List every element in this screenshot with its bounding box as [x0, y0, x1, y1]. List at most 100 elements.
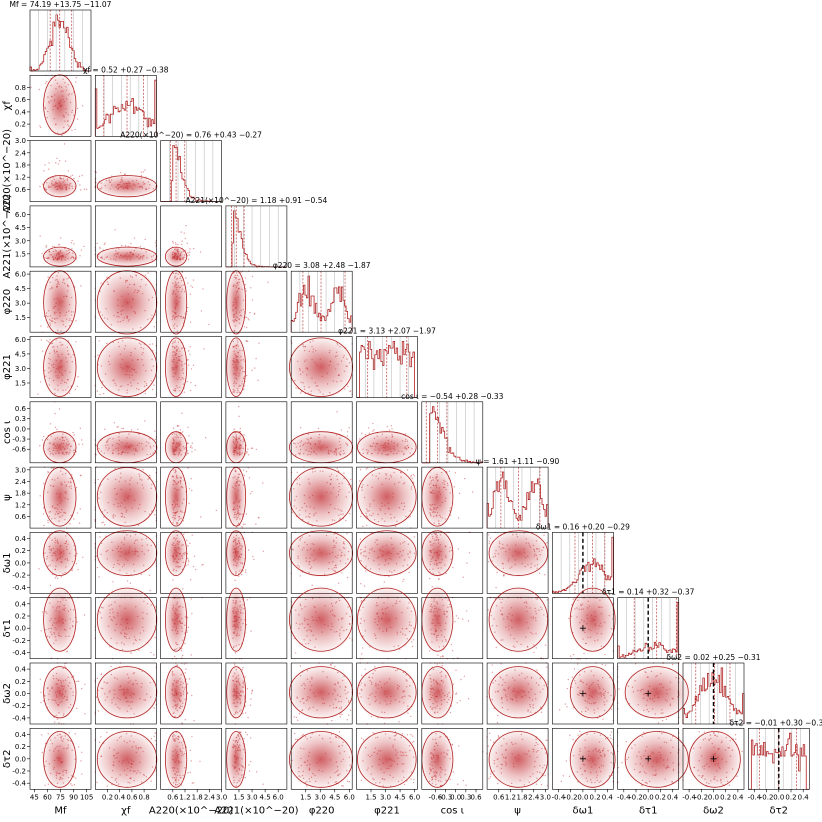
density-core [225, 584, 247, 655]
credible-contour [43, 74, 77, 135]
hist-panel-A220: A220(×10^−20) = 0.76 +0.43 −0.27 [120, 131, 262, 202]
panel-A221-dw2 [225, 662, 288, 725]
density-core [286, 334, 356, 400]
panel-frame [160, 401, 222, 464]
credible-contour [43, 666, 77, 719]
x-tick-label: 3.0 [315, 793, 326, 801]
y-axis-label-dw1: δω1 [2, 552, 13, 573]
y-tick-label: 0.6 [15, 96, 27, 104]
panel-frame [225, 205, 288, 268]
panel-psi-dw1 [486, 528, 551, 594]
y-axis-label-dw2: δω2 [2, 683, 13, 704]
credible-contour [96, 731, 158, 788]
credible-contour [569, 587, 616, 652]
x-axis-label-dt2: δτ2 [770, 805, 789, 816]
x-tick-label: 1.5 [300, 793, 311, 801]
panel-chif-dw2 [94, 662, 160, 725]
x-tick-label: 1.5 [233, 793, 244, 801]
x-tick-label: 0.2 [720, 793, 731, 801]
density-core [486, 528, 551, 578]
hist-panel-dt2: δτ2 = −0.01 +0.30 −0.31-0.4-0.2 0.0 0.2 0.4… [729, 718, 822, 816]
x-tick-label: 0.8 [139, 793, 150, 801]
y-axis-label-cosi: cos ι [2, 420, 13, 444]
x-tick-label: 3.0 [216, 793, 227, 801]
density-core [568, 584, 618, 655]
panel-chif-dt2: 0.2 0.4 0.6 0.8 χf [94, 727, 160, 816]
panel-A221-phi221 [225, 334, 288, 400]
x-tick-label: 0.0 [643, 793, 654, 801]
y-tick-label: 2.4 [15, 478, 27, 486]
y-tick-label: 6.0 [15, 336, 26, 344]
credible-contour [226, 337, 247, 397]
density-core [94, 334, 160, 400]
histogram-line [29, 14, 91, 72]
x-tick-label: 0.3 [460, 793, 471, 801]
panel-phi221-cosi [354, 401, 420, 465]
panel-frame [356, 401, 418, 464]
x-tick-label: 0.2 [590, 793, 601, 801]
panel-frame [486, 662, 549, 725]
panel-frame [95, 75, 157, 137]
density-core [420, 528, 455, 578]
y-axis-label-chif: χf [2, 101, 13, 111]
panel-frame [95, 466, 157, 529]
density-core [286, 430, 356, 465]
hist-panel-chif: χf = 0.52 +0.27 −0.38 [83, 65, 169, 137]
panel-frame [225, 401, 288, 464]
panel-dt1-dt2: -0.4-0.2 0.0 0.2 0.4 δτ1 [617, 727, 692, 816]
x-tick-label: 60 [43, 793, 52, 801]
y-tick-label: -0.4 [12, 714, 26, 722]
credible-contour [357, 731, 417, 788]
panel-phi220-dw2 [286, 662, 356, 725]
x-tick-label: 0.0 [708, 793, 719, 801]
y-tick-label: -0.4 [12, 780, 26, 788]
density-core [41, 267, 78, 338]
credible-contour [96, 270, 158, 335]
histogram-line [486, 471, 549, 529]
panel-frame [682, 662, 745, 725]
panel-Mf-dt2: 45 60 75 90 105 Mf -0.4 -0.2 0.0 0.2 0.4 δτ2 [2, 727, 93, 816]
truth-marker [579, 625, 586, 632]
credible-contour [289, 731, 354, 788]
density-core [94, 246, 160, 268]
credible-contour [488, 530, 549, 576]
panel-Mf-chif: 0.2 0.4 0.6 0.8 χf [2, 71, 92, 138]
density-core [164, 430, 188, 465]
param-title-phi220: φ220 = 3.08 +2.48 −1.87 [273, 261, 371, 270]
histogram-line [748, 732, 810, 790]
panel-chif-cosi [94, 401, 160, 465]
x-tick-label: 3.0 [246, 793, 257, 801]
panel-psi-dt2: 0.6 1.2 1.8 2.4 3.0 ψ [486, 727, 551, 816]
density-core [354, 464, 420, 530]
x-tick-label: 1.5 [365, 793, 376, 801]
y-tick-label: 0.6 [15, 405, 27, 413]
panel-frame [356, 466, 418, 529]
y-tick-label: 1.5 [15, 250, 26, 258]
panel-Mf-psi: 0.6 1.2 1.8 2.4 3.0 ψ [2, 464, 92, 530]
truth-marker [645, 755, 652, 762]
panel-frame [552, 597, 614, 660]
param-title-A220: A220(×10^−20) = 0.76 +0.43 −0.27 [120, 131, 262, 140]
panel-frame [95, 205, 157, 268]
x-tick-label: 0.4 [667, 793, 679, 801]
density-core [225, 664, 247, 721]
x-tick-label: 4.5 [329, 793, 340, 801]
credible-contour [569, 731, 616, 788]
panel-frame [29, 140, 92, 202]
y-tick-label: -0.3 [12, 436, 26, 444]
x-tick-label: 0.6 [126, 793, 138, 801]
credible-contour [96, 337, 158, 397]
param-title-Mf: Mf = 74.19 +13.75 −11.07 [10, 0, 112, 9]
x-tick-label: 6.0 [344, 793, 355, 801]
panel-frame [617, 597, 680, 660]
y-tick-label: 0.4 [15, 600, 27, 608]
panel-frame [356, 336, 418, 398]
y-axis-label-dt2: δτ2 [2, 750, 13, 769]
density-core [164, 334, 188, 400]
hist-panel-A221: A221(×10^−20) = 1.18 +0.91 −0.54 [186, 196, 327, 268]
panel-frame [160, 270, 222, 333]
credible-contour [43, 530, 77, 576]
y-tick-label: 0.0 [15, 690, 26, 698]
density-core [41, 528, 78, 578]
x-tick-label: 2.4 [528, 793, 540, 801]
